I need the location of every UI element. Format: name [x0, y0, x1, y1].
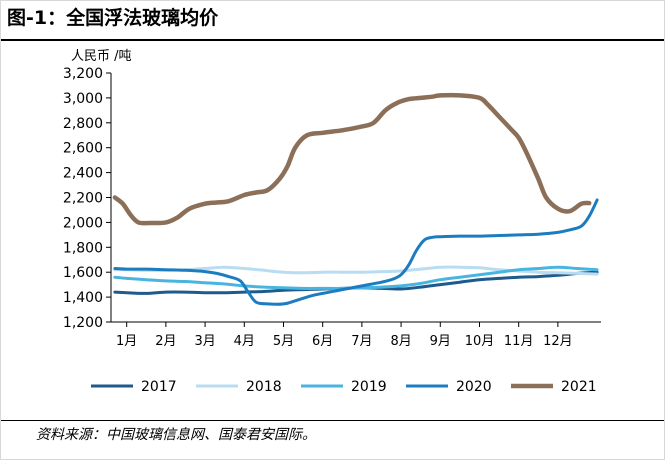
y-tick-label: 1,400	[63, 290, 103, 306]
x-axis: 1月 2月 3月 4月 5月 6月 7月 8月 9月 10月 11月 12月	[111, 321, 601, 349]
x-tick-label: 7月	[351, 334, 372, 349]
x-tick-label: 8月	[390, 334, 411, 349]
y-tick-label: 3,000	[63, 91, 103, 107]
y-tick-label: 2,200	[63, 191, 103, 207]
y-tick-label: 1,200	[63, 315, 103, 331]
x-tick-label: 5月	[273, 334, 294, 349]
y-axis-unit-label: 人民币 /吨	[71, 49, 132, 64]
legend-label-2018: 2018	[246, 379, 282, 395]
y-tick-label: 2,000	[63, 215, 103, 231]
y-tick-label: 1,800	[63, 240, 103, 256]
y-tick-label: 2,600	[63, 141, 103, 157]
x-tick-label: 12月	[543, 334, 573, 349]
y-tick-label: 1,600	[63, 265, 103, 281]
x-tick-label: 10月	[465, 334, 495, 349]
x-tick-label: 3月	[194, 334, 215, 349]
source-note: 资料来源：中国玻璃信息网、国泰君安国际。	[36, 427, 316, 443]
legend-label-2017: 2017	[141, 379, 177, 395]
series-lines	[112, 92, 599, 306]
legend-label-2020: 2020	[456, 379, 492, 395]
title-divider	[1, 39, 664, 41]
series-line-2020	[113, 198, 599, 306]
x-tick-label: 9月	[430, 334, 451, 349]
figure-title: 图-1：全国浮法玻璃均价	[7, 7, 219, 29]
x-tick-label: 2月	[155, 334, 176, 349]
series-line-2021	[112, 92, 592, 226]
y-tick-label: 2,800	[63, 116, 103, 132]
y-tick-label: 2,400	[63, 166, 103, 182]
y-axis: 1,200 1,400 1,600 1,800 2,000 2,200 2,400 2,600…	[63, 66, 112, 331]
legend-label-2021: 2021	[561, 379, 597, 395]
x-tick-label: 11月	[504, 334, 534, 349]
line-chart: 1,200 1,400 1,600 1,800 2,000 2,200 2,400 2,600…	[63, 66, 601, 395]
x-tick-label: 6月	[312, 334, 333, 349]
legend: 2017 2018 2019 2020 2021	[91, 379, 597, 395]
legend-label-2019: 2019	[351, 379, 387, 395]
x-tick-label: 1月	[116, 334, 137, 349]
source-divider	[1, 420, 664, 421]
y-tick-label: 3,200	[63, 66, 103, 82]
x-tick-label: 4月	[234, 334, 255, 349]
